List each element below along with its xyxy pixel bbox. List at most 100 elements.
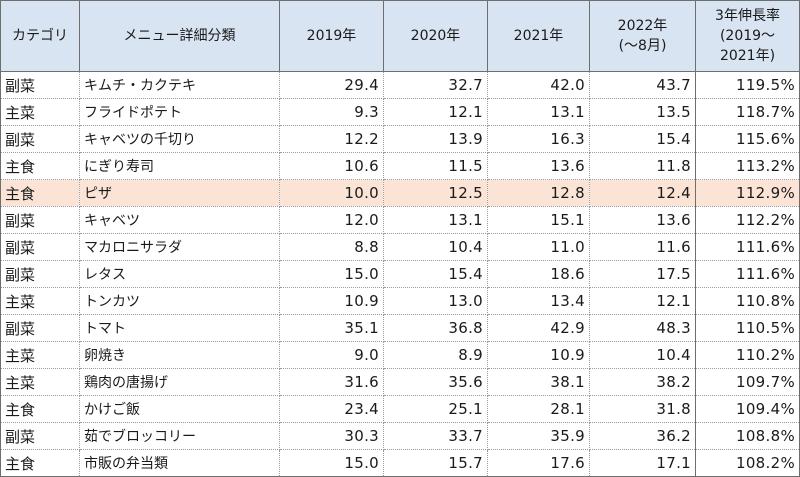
cell-2022: 17.5 xyxy=(589,260,696,288)
cell-menu: にぎり寿司 xyxy=(79,152,280,180)
cell-2022: 10.4 xyxy=(589,341,696,369)
header-row: カテゴリ メニュー詳細分類 2019年 2020年 2021年 2022年 (〜… xyxy=(0,0,800,72)
cell-2019: 9.3 xyxy=(279,98,384,126)
cell-2020: 15.7 xyxy=(383,449,488,477)
cell-2020: 32.7 xyxy=(383,71,488,99)
cell-category: 副菜 xyxy=(0,233,80,261)
table-row: 主菜 鶏肉の唐揚げ 31.6 35.6 38.1 38.2 109.7% xyxy=(0,368,800,396)
cell-growth-rate: 112.9% xyxy=(695,179,800,207)
cell-category: 主食 xyxy=(0,449,80,477)
table-row: 主菜 トンカツ 10.9 13.0 13.4 12.1 110.8% xyxy=(0,287,800,315)
cell-2022: 36.2 xyxy=(589,422,696,450)
cell-category: 副菜 xyxy=(0,125,80,153)
table-row: 主菜 フライドポテト 9.3 12.1 13.1 13.5 118.7% xyxy=(0,98,800,126)
header-2022-period: (〜8月) xyxy=(618,38,667,54)
cell-menu: レタス xyxy=(79,260,280,288)
table-row: 主菜 卵焼き 9.0 8.9 10.9 10.4 110.2% xyxy=(0,341,800,369)
cell-2021: 42.9 xyxy=(487,314,590,342)
cell-2019: 10.6 xyxy=(279,152,384,180)
cell-2022: 11.8 xyxy=(589,152,696,180)
cell-2022: 38.2 xyxy=(589,368,696,396)
cell-category: 副菜 xyxy=(0,260,80,288)
cell-growth-rate: 111.6% xyxy=(695,233,800,261)
cell-category: 主菜 xyxy=(0,341,80,369)
cell-menu: キムチ・カクテキ xyxy=(79,71,280,99)
cell-menu: マカロニサラダ xyxy=(79,233,280,261)
cell-2019: 23.4 xyxy=(279,395,384,423)
header-2021: 2021年 xyxy=(487,0,590,72)
cell-menu: かけご飯 xyxy=(79,395,280,423)
cell-2020: 12.1 xyxy=(383,98,488,126)
table-row: 主食 にぎり寿司 10.6 11.5 13.6 11.8 113.2% xyxy=(0,152,800,180)
cell-2020: 13.0 xyxy=(383,287,488,315)
table-row: 副菜 トマト 35.1 36.8 42.9 48.3 110.5% xyxy=(0,314,800,342)
cell-category: 主菜 xyxy=(0,98,80,126)
cell-menu: キャベツ xyxy=(79,206,280,234)
cell-2020: 25.1 xyxy=(383,395,488,423)
header-category: カテゴリ xyxy=(0,0,80,72)
cell-2021: 18.6 xyxy=(487,260,590,288)
cell-menu: フライドポテト xyxy=(79,98,280,126)
cell-growth-rate: 108.2% xyxy=(695,449,800,477)
header-growth-title: 3年伸長率 xyxy=(715,8,780,24)
cell-growth-rate: 118.7% xyxy=(695,98,800,126)
cell-2022: 31.8 xyxy=(589,395,696,423)
cell-growth-rate: 119.5% xyxy=(695,71,800,99)
cell-2021: 16.3 xyxy=(487,125,590,153)
cell-category: 主食 xyxy=(0,395,80,423)
cell-2022: 15.4 xyxy=(589,125,696,153)
table-row: 副菜 キャベツの千切り 12.2 13.9 16.3 15.4 115.6% xyxy=(0,125,800,153)
cell-category: 主食 xyxy=(0,179,80,207)
cell-menu: 市販の弁当類 xyxy=(79,449,280,477)
cell-2022: 13.6 xyxy=(589,206,696,234)
cell-2019: 10.9 xyxy=(279,287,384,315)
table-row: 主食 ピザ 10.0 12.5 12.8 12.4 112.9% xyxy=(0,179,800,207)
cell-category: 副菜 xyxy=(0,422,80,450)
cell-2021: 17.6 xyxy=(487,449,590,477)
cell-2021: 11.0 xyxy=(487,233,590,261)
cell-2020: 12.5 xyxy=(383,179,488,207)
cell-growth-rate: 112.2% xyxy=(695,206,800,234)
cell-category: 副菜 xyxy=(0,71,80,99)
header-menu: メニュー詳細分類 xyxy=(79,0,280,72)
cell-growth-rate: 113.2% xyxy=(695,152,800,180)
header-2020: 2020年 xyxy=(383,0,488,72)
cell-menu: トンカツ xyxy=(79,287,280,315)
cell-2022: 17.1 xyxy=(589,449,696,477)
cell-2022: 11.6 xyxy=(589,233,696,261)
header-2022-year: 2022年 xyxy=(617,18,668,34)
cell-menu: 鶏肉の唐揚げ xyxy=(79,368,280,396)
cell-growth-rate: 110.5% xyxy=(695,314,800,342)
cell-2019: 31.6 xyxy=(279,368,384,396)
cell-2021: 13.6 xyxy=(487,152,590,180)
cell-2021: 15.1 xyxy=(487,206,590,234)
table-row: 副菜 キャベツ 12.0 13.1 15.1 13.6 112.2% xyxy=(0,206,800,234)
cell-2020: 33.7 xyxy=(383,422,488,450)
cell-category: 副菜 xyxy=(0,206,80,234)
table-row: 副菜 レタス 15.0 15.4 18.6 17.5 111.6% xyxy=(0,260,800,288)
table-row: 副菜 茹でブロッコリー 30.3 33.7 35.9 36.2 108.8% xyxy=(0,422,800,450)
table-row: 副菜 キムチ・カクテキ 29.4 32.7 42.0 43.7 119.5% xyxy=(0,71,800,99)
header-growth-range-end: 2021年) xyxy=(719,48,776,64)
cell-menu: 茹でブロッコリー xyxy=(79,422,280,450)
cell-2020: 11.5 xyxy=(383,152,488,180)
cell-growth-rate: 115.6% xyxy=(695,125,800,153)
cell-category: 主食 xyxy=(0,152,80,180)
cell-2019: 35.1 xyxy=(279,314,384,342)
cell-2021: 12.8 xyxy=(487,179,590,207)
cell-category: 主菜 xyxy=(0,287,80,315)
cell-2021: 13.4 xyxy=(487,287,590,315)
cell-2019: 9.0 xyxy=(279,341,384,369)
cell-2021: 35.9 xyxy=(487,422,590,450)
cell-growth-rate: 109.7% xyxy=(695,368,800,396)
cell-2020: 15.4 xyxy=(383,260,488,288)
cell-2019: 12.2 xyxy=(279,125,384,153)
cell-2020: 8.9 xyxy=(383,341,488,369)
header-growth-rate: 3年伸長率 (2019〜 2021年) xyxy=(695,0,800,72)
cell-menu: ピザ xyxy=(79,179,280,207)
cell-growth-rate: 109.4% xyxy=(695,395,800,423)
cell-2020: 35.6 xyxy=(383,368,488,396)
cell-menu: トマト xyxy=(79,314,280,342)
